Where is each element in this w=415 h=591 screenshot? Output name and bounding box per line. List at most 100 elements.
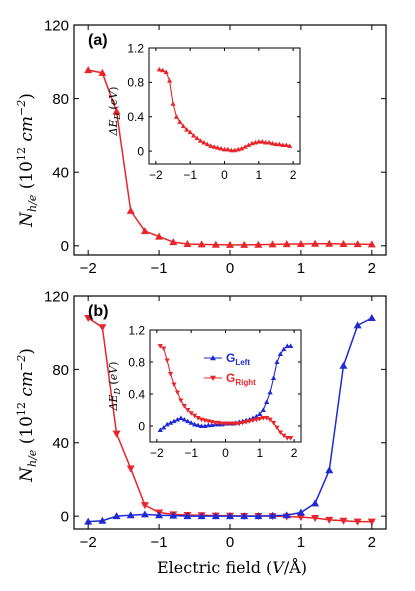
y-tick-label: 120	[44, 17, 69, 34]
data-point	[339, 239, 348, 247]
legend-label: GRight	[226, 371, 256, 387]
data-point	[254, 240, 263, 248]
data-point	[185, 408, 191, 413]
x-tick-label: 0	[222, 446, 229, 460]
y-tick-label: 1.2	[128, 323, 145, 337]
data-point	[260, 407, 266, 412]
data-point	[367, 518, 376, 526]
data-point	[195, 416, 201, 421]
x-tick-label: −2	[150, 446, 164, 460]
data-point	[181, 404, 187, 409]
x-tick-label: 2	[291, 446, 298, 460]
data-point	[288, 436, 294, 441]
panel-a-inset-xticks: −2 −1 0 1 2	[149, 48, 297, 182]
series-line	[87, 317, 372, 523]
data-point	[264, 399, 270, 404]
data-point	[187, 129, 193, 135]
x-tick-label: −2	[80, 534, 97, 551]
data-point	[325, 239, 334, 247]
data-point	[264, 416, 270, 421]
data-point	[177, 119, 183, 124]
panel-a-label: (a)	[88, 32, 108, 49]
data-point	[140, 227, 149, 235]
panel-b-inset-ylabel: ΔED (eV)	[107, 362, 122, 412]
data-point	[188, 411, 194, 416]
data-point	[284, 436, 290, 441]
data-point	[98, 324, 107, 332]
x-tick-label: 1	[256, 446, 263, 460]
data-point	[219, 421, 225, 427]
panel-a-series	[84, 66, 376, 248]
y-tick-label: 40	[52, 435, 69, 452]
data-point	[157, 344, 163, 349]
data-point	[267, 417, 273, 423]
y-tick-label: 0	[138, 419, 145, 433]
y-tick-label: 0.8	[127, 76, 144, 90]
data-point	[191, 133, 197, 138]
data-point	[84, 66, 93, 74]
data-point	[277, 430, 284, 435]
x-tick-label: 0	[221, 168, 228, 182]
data-point	[174, 390, 181, 395]
data-point	[215, 145, 221, 150]
data-point	[274, 359, 280, 364]
data-point	[180, 123, 186, 129]
data-point	[174, 417, 181, 422]
panel-b-inset-yticks: 0 0.4 0.8 1.2	[128, 323, 301, 433]
data-point	[221, 146, 228, 152]
data-point	[288, 343, 294, 348]
data-point	[211, 512, 220, 520]
data-point	[283, 142, 289, 148]
data-point	[155, 232, 164, 240]
data-point	[140, 502, 149, 510]
data-point	[268, 511, 277, 519]
data-point	[226, 240, 234, 248]
series-line	[88, 69, 372, 246]
data-point	[311, 499, 320, 507]
y-tick-label: 40	[52, 165, 69, 182]
series-line	[88, 317, 373, 523]
data-point	[166, 78, 173, 83]
data-point	[250, 418, 256, 423]
y-tick-label: 80	[52, 362, 69, 379]
data-point	[270, 420, 277, 426]
legend-marker	[210, 355, 216, 361]
data-point	[367, 314, 376, 322]
data-point	[218, 145, 224, 151]
data-point	[197, 138, 204, 143]
y-tick-label: 0.4	[127, 110, 144, 124]
data-point	[140, 510, 149, 518]
data-point	[112, 512, 121, 520]
data-point	[204, 141, 210, 147]
data-point	[274, 425, 280, 431]
y-tick-label: 80	[52, 91, 69, 108]
data-point	[276, 141, 283, 147]
x-tick-label: 2	[290, 168, 297, 182]
data-point	[296, 508, 305, 516]
y-tick-label: 0.8	[128, 355, 145, 369]
data-point	[167, 372, 174, 377]
panel-b-yticks: 0 40 80 1 2 0	[44, 288, 386, 526]
panel-b-xticks: −2 −1 0 1 2	[80, 296, 376, 551]
panel-b-inset: −2 −1 0 1 2 0 0.4 0.8 1.2 ΔED (eV) GLeft GRight	[107, 323, 302, 460]
data-point	[259, 139, 265, 144]
x-tick-label: 1	[297, 534, 305, 551]
data-point	[281, 346, 287, 352]
data-point	[260, 416, 266, 421]
data-point	[243, 420, 249, 425]
x-tick-label: 2	[368, 260, 376, 277]
legend-marker	[210, 375, 216, 381]
x-tick-label: −1	[183, 168, 197, 182]
data-point	[256, 139, 262, 144]
panel-b-inset-series	[157, 343, 294, 441]
data-point	[197, 512, 206, 520]
data-point	[296, 514, 305, 522]
panel-a-inset-series	[156, 66, 293, 153]
data-point	[254, 512, 263, 520]
data-point	[160, 67, 166, 73]
data-point	[353, 518, 362, 526]
series-line	[159, 68, 290, 151]
data-point	[192, 421, 198, 427]
data-point	[164, 421, 170, 427]
panel-a-inset-frame	[148, 47, 301, 165]
